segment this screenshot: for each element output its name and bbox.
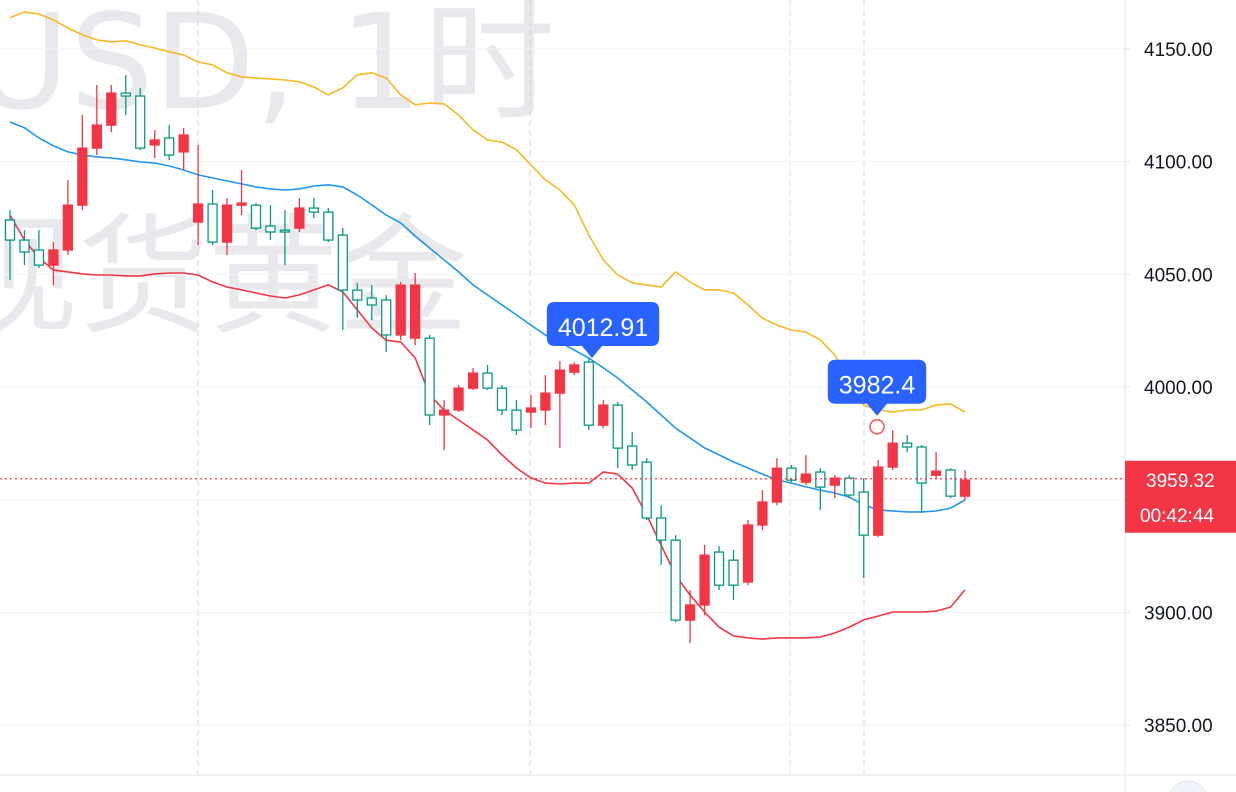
candle-body xyxy=(250,204,262,229)
callout: 3982.4 xyxy=(827,359,927,435)
last-price-label: 3959.32 xyxy=(1146,471,1215,492)
y-tick-label: 4150.00 xyxy=(1144,40,1213,61)
callout-box xyxy=(827,359,927,416)
candle-body xyxy=(670,539,681,621)
candle-body xyxy=(4,219,16,241)
candle-body xyxy=(916,446,927,484)
candle-body xyxy=(381,299,392,336)
candle-body xyxy=(453,387,464,411)
candle-body xyxy=(135,95,146,149)
watermark: XAUUSD, 1时 现货黄金 xyxy=(0,0,555,353)
y-tick-label: 3900.00 xyxy=(1144,603,1213,624)
plot xyxy=(0,11,1125,644)
band-line xyxy=(9,214,966,640)
candle-body xyxy=(699,554,710,606)
candle-body xyxy=(19,239,30,253)
alert-marker xyxy=(869,418,885,435)
candle-body xyxy=(873,466,884,536)
candle-body xyxy=(641,461,652,519)
candle-body xyxy=(887,442,898,468)
band-line xyxy=(9,121,966,513)
candle-body xyxy=(192,203,204,223)
candle-body xyxy=(959,479,971,497)
candle-body xyxy=(164,137,175,156)
candle-body xyxy=(728,559,739,586)
candle-body xyxy=(569,364,580,373)
candle-body xyxy=(149,139,160,146)
candle-body xyxy=(337,234,348,291)
callout-label: 4012.91 xyxy=(558,314,648,342)
candle-body xyxy=(627,445,638,466)
callout: 4012.91 xyxy=(546,301,660,358)
candle-body xyxy=(120,92,131,97)
y-tick-label: 3850.00 xyxy=(1144,716,1213,737)
candle-body xyxy=(178,134,189,153)
watermark-symbol: XAUUSD, 1时 xyxy=(0,0,555,140)
candle-body xyxy=(858,491,869,536)
candle-body xyxy=(742,524,754,583)
candle-body xyxy=(424,337,435,416)
y-tick-label: 4050.00 xyxy=(1144,265,1213,286)
candle-body xyxy=(395,284,406,336)
candle-body xyxy=(33,249,45,266)
candle-body xyxy=(106,92,117,126)
candle-body xyxy=(844,477,855,496)
candle-body xyxy=(815,471,826,488)
candle-body xyxy=(713,551,725,586)
candle-body xyxy=(265,225,276,233)
price-axis: 3850.003900.003950.004000.004050.004100.… xyxy=(1125,40,1236,737)
candle-body xyxy=(496,387,508,411)
grid xyxy=(0,0,1125,775)
candle-body xyxy=(62,204,74,251)
candle-body xyxy=(684,604,696,621)
candle-body xyxy=(366,297,377,306)
candle-body xyxy=(236,202,247,206)
countdown-label: 00:42:44 xyxy=(1140,506,1214,527)
scroll-button[interactable] xyxy=(1169,780,1207,792)
y-tick-label: 4000.00 xyxy=(1144,378,1213,399)
candle-body xyxy=(525,407,537,413)
callout-label: 3982.4 xyxy=(839,372,916,400)
candle-body xyxy=(352,289,363,301)
candle-body xyxy=(656,517,667,541)
candle-body xyxy=(438,409,450,416)
y-tick-label: 4100.00 xyxy=(1144,153,1213,174)
candle-body xyxy=(554,369,566,394)
candle-body xyxy=(279,229,291,233)
candle-body xyxy=(308,207,320,213)
candle-body xyxy=(598,404,609,426)
candle-body xyxy=(482,372,493,389)
candle-body xyxy=(786,467,797,481)
candle-body xyxy=(294,207,305,229)
callout-box xyxy=(546,301,660,358)
candle-body xyxy=(221,204,233,243)
candle-body xyxy=(323,211,334,241)
candle-body xyxy=(410,284,421,339)
last-price-tag xyxy=(1125,460,1236,533)
candle-body xyxy=(612,404,623,449)
candle-body xyxy=(467,372,479,389)
band-line xyxy=(9,11,966,413)
candle-body xyxy=(829,477,840,486)
candle-body xyxy=(77,147,88,206)
candle-body xyxy=(945,469,956,497)
candle-body xyxy=(91,124,102,149)
candle-body xyxy=(511,409,522,431)
candle-body xyxy=(771,467,783,503)
candle-body xyxy=(930,470,942,476)
candle-body xyxy=(48,249,59,266)
candle-body xyxy=(583,361,594,426)
candle-body xyxy=(207,203,218,243)
candle-body xyxy=(540,392,551,411)
candle-body xyxy=(757,501,768,526)
candle-body xyxy=(901,442,913,448)
